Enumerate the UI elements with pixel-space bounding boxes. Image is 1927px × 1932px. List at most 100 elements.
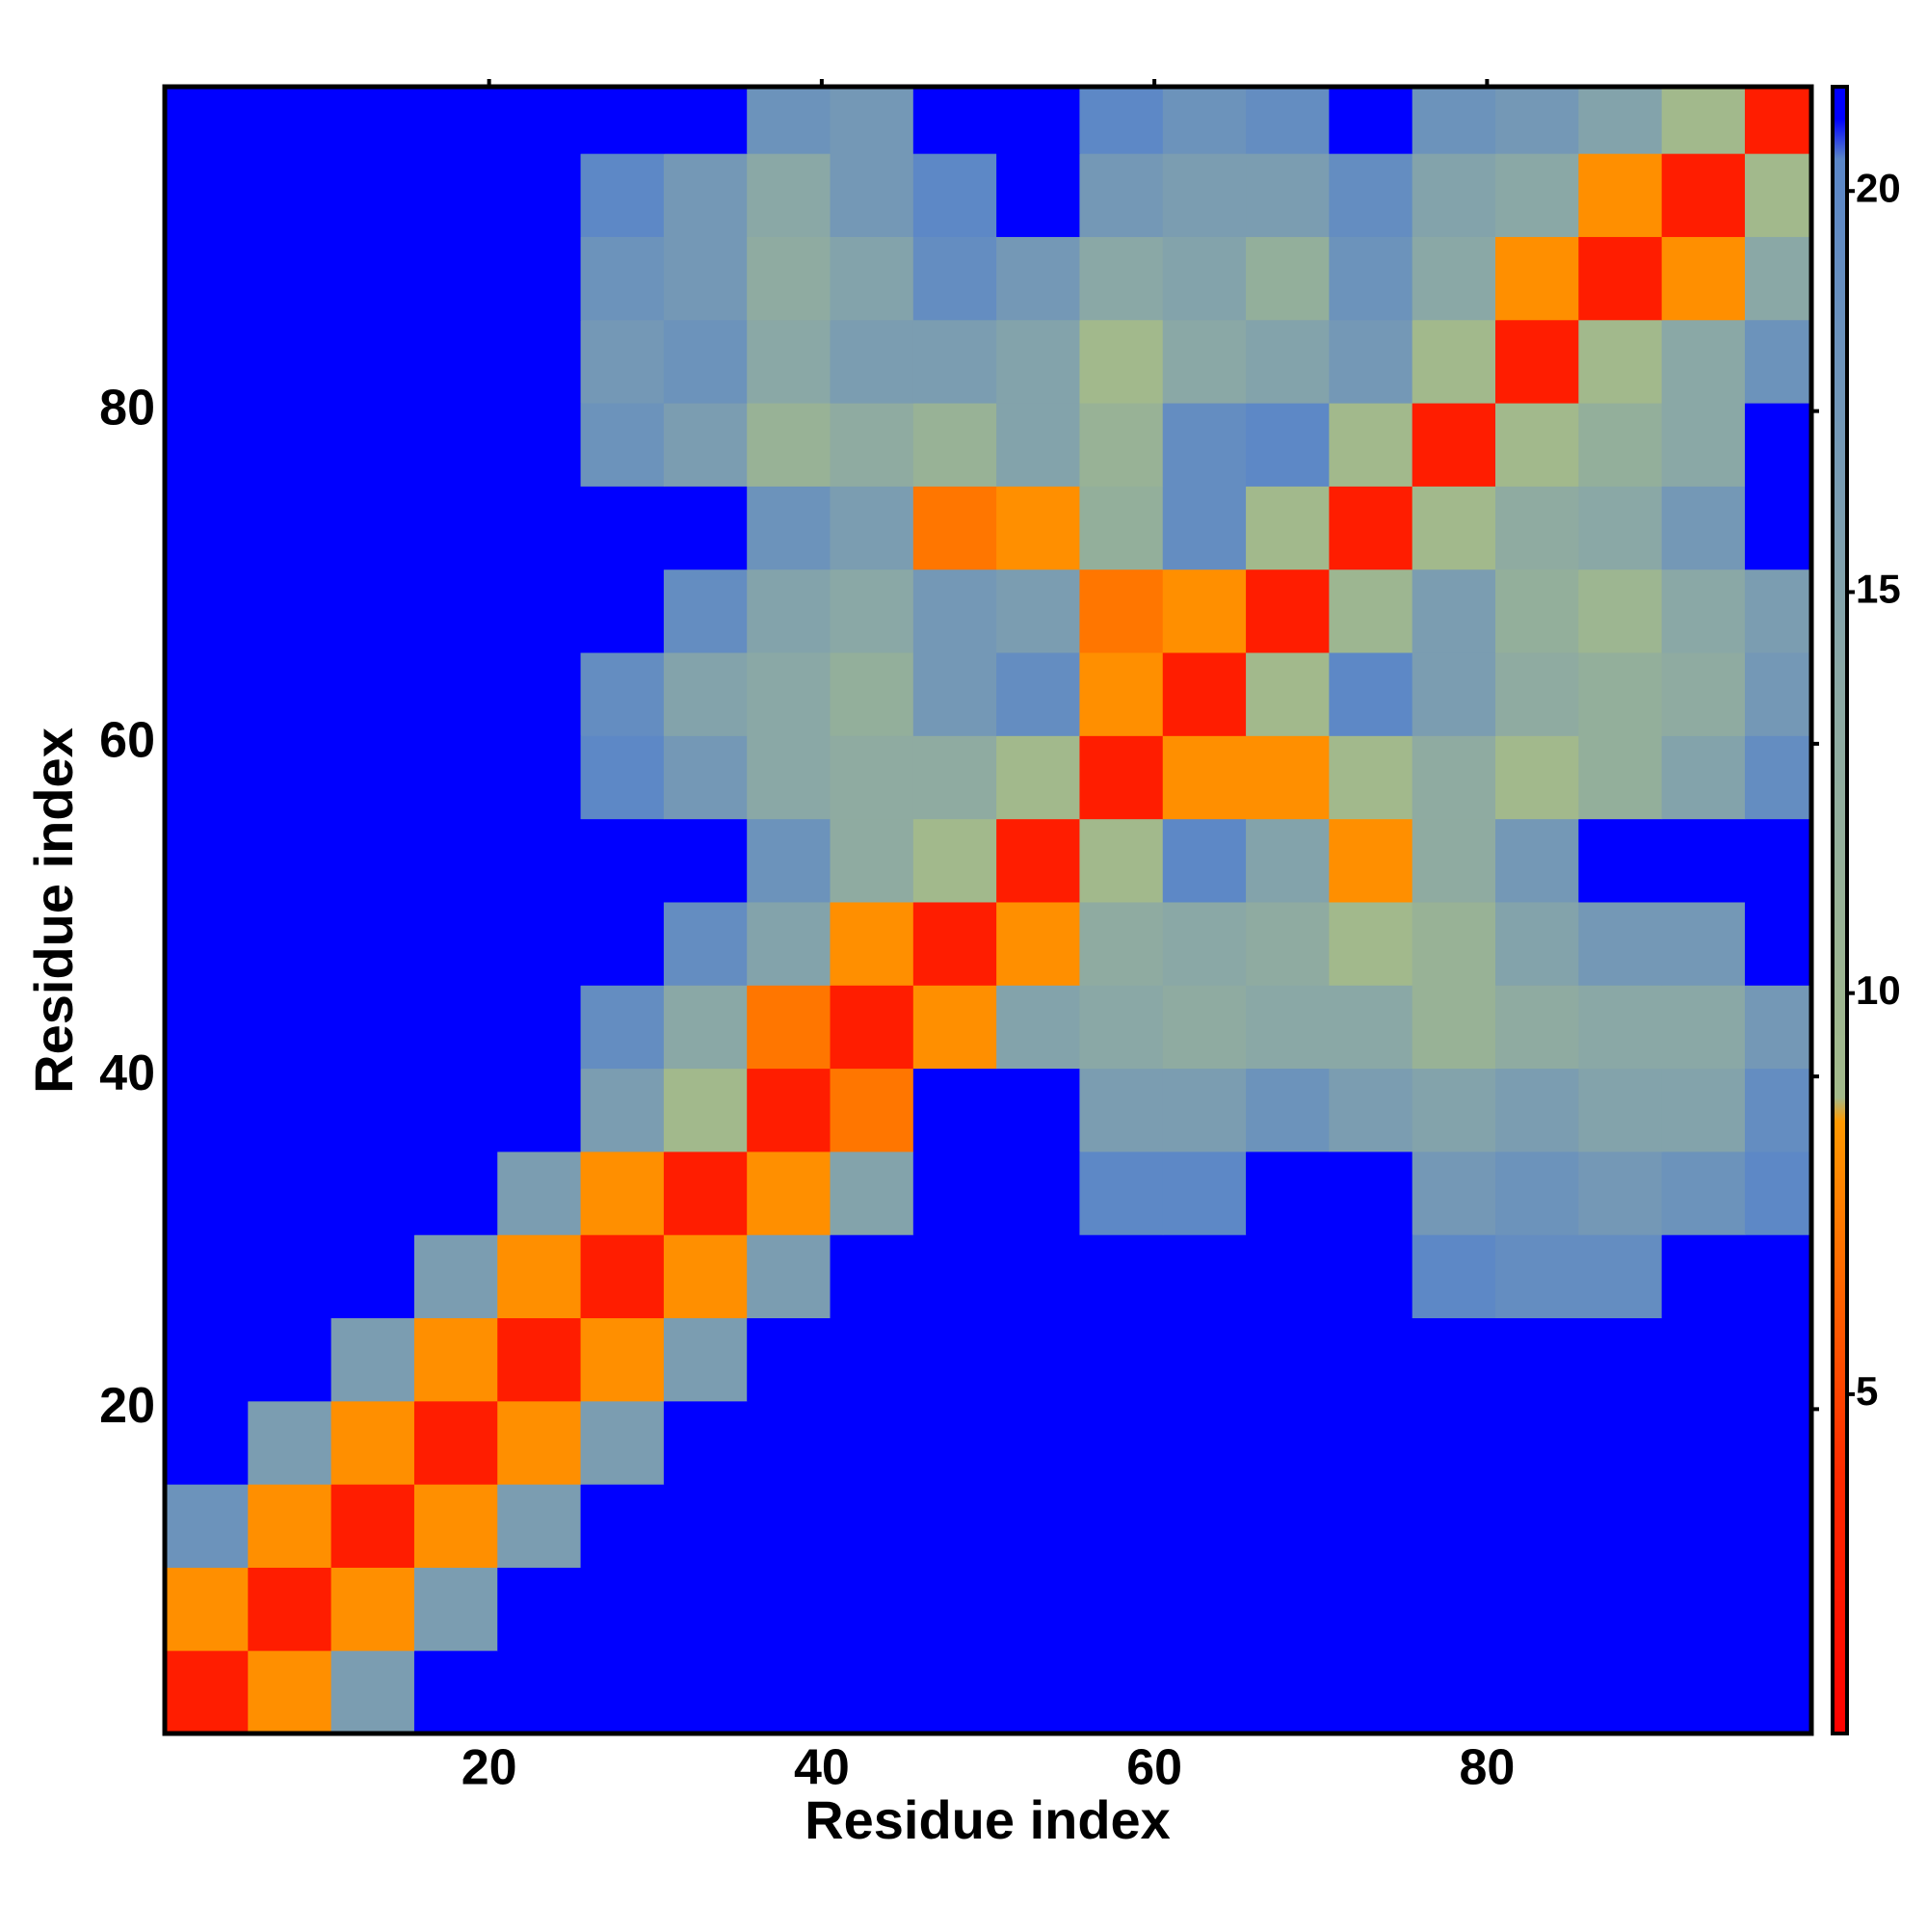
heatmap-cell (1495, 1400, 1579, 1485)
heatmap-cell (1661, 901, 1746, 986)
heatmap-cell (165, 153, 249, 237)
heatmap-cell (1495, 818, 1579, 903)
heatmap-cell (1329, 985, 1413, 1070)
heatmap-cell (413, 1400, 498, 1485)
heatmap-cell (1744, 1068, 1812, 1152)
heatmap-cell (1079, 1567, 1164, 1652)
heatmap-cell (1329, 153, 1413, 237)
heatmap-cell (1578, 87, 1663, 154)
heatmap-cell (497, 1400, 582, 1485)
heatmap-cell (248, 1650, 332, 1734)
heatmap-cell (248, 901, 332, 986)
heatmap-cell (912, 1068, 997, 1152)
heatmap-cell (1162, 1151, 1247, 1235)
heatmap-cell (830, 901, 914, 986)
heatmap-cell (580, 1234, 665, 1319)
x-tick-label: 60 (1126, 1740, 1182, 1796)
heatmap-cell (1079, 651, 1164, 736)
heatmap-cell (1162, 236, 1247, 321)
heatmap-cell (912, 985, 997, 1070)
heatmap-cell (1412, 87, 1496, 154)
heatmap-cell (747, 818, 832, 903)
heatmap-cell (912, 402, 997, 487)
heatmap-cell (248, 1400, 332, 1485)
heatmap-cell (413, 818, 498, 903)
heatmap-cell (580, 1068, 665, 1152)
heatmap-cell (1162, 87, 1247, 154)
heatmap-cell (580, 1151, 665, 1235)
heatmap-cell (1246, 319, 1330, 404)
heatmap-cell (1329, 236, 1413, 321)
heatmap-cell (1079, 985, 1164, 1070)
heatmap-cell (580, 486, 665, 570)
heatmap-cell (330, 1317, 415, 1402)
heatmap-cell (1329, 1400, 1413, 1485)
heatmap-cell (1162, 1484, 1247, 1568)
heatmap-cell (330, 87, 415, 154)
x-axis-title: Residue index (805, 1789, 1171, 1850)
heatmap-cell (248, 236, 332, 321)
heatmap-cell (1661, 402, 1746, 487)
heatmap-cell (1495, 87, 1579, 154)
heatmap-cell (1246, 1484, 1330, 1568)
colorbar-tick-label: 15 (1856, 567, 1901, 612)
heatmap-cell (1246, 1567, 1330, 1652)
heatmap-cell (580, 1484, 665, 1568)
heatmap-cell (1578, 1068, 1663, 1152)
heatmap-cell (830, 1317, 914, 1402)
heatmap-cell (413, 153, 498, 237)
heatmap-cell (497, 1068, 582, 1152)
heatmap-cell (1661, 486, 1746, 570)
heatmap-cell (996, 901, 1081, 986)
heatmap-cell (497, 985, 582, 1070)
heatmap-cell (1246, 651, 1330, 736)
heatmap-cell (912, 651, 997, 736)
heatmap-cell (1495, 153, 1579, 237)
heatmap-cell (1162, 818, 1247, 903)
heatmap-cell (1578, 1484, 1663, 1568)
heatmap-cell (663, 818, 748, 903)
heatmap-cell (330, 818, 415, 903)
heatmap-cell (1162, 402, 1247, 487)
heatmap-cell (165, 1400, 249, 1485)
heatmap-cell (1412, 1317, 1496, 1402)
heatmap-cell (497, 651, 582, 736)
heatmap-cell (1412, 319, 1496, 404)
heatmap-cell (248, 402, 332, 487)
heatmap-cell (1495, 1567, 1579, 1652)
heatmap-cell (1079, 87, 1164, 154)
heatmap-cell (996, 319, 1081, 404)
heatmap-cell (413, 735, 498, 820)
heatmap-cell (747, 87, 832, 154)
heatmap-cell (1246, 1234, 1330, 1319)
heatmap-cell (1079, 1484, 1164, 1568)
heatmap-cell (497, 486, 582, 570)
heatmap-cell (663, 901, 748, 986)
heatmap-cell (663, 1567, 748, 1652)
heatmap-cell (413, 87, 498, 154)
heatmap-cell (1079, 818, 1164, 903)
heatmap-cell (1329, 735, 1413, 820)
heatmap-cell (996, 985, 1081, 1070)
colorbar-tick-label: 10 (1856, 967, 1901, 1013)
heatmap-cell (663, 236, 748, 321)
heatmap-cell (330, 1567, 415, 1652)
heatmap-cell (996, 87, 1081, 154)
heatmap-cell (1162, 486, 1247, 570)
heatmap-cell (747, 1151, 832, 1235)
heatmap-cell (1079, 1400, 1164, 1485)
heatmap-cell (1329, 319, 1413, 404)
heatmap-cell (912, 1567, 997, 1652)
heatmap-cell (165, 402, 249, 487)
heatmap-cell (1744, 651, 1812, 736)
heatmap-cell (1246, 1068, 1330, 1152)
heatmap-cell (1578, 319, 1663, 404)
heatmap-cell (248, 1317, 332, 1402)
heatmap-cell (996, 1151, 1081, 1235)
heatmap-cell (663, 1068, 748, 1152)
heatmap-cell (996, 402, 1081, 487)
heatmap-cell (580, 735, 665, 820)
heatmap-cell (1578, 735, 1663, 820)
heatmap-cell (580, 402, 665, 487)
heatmap-cell (1329, 818, 1413, 903)
